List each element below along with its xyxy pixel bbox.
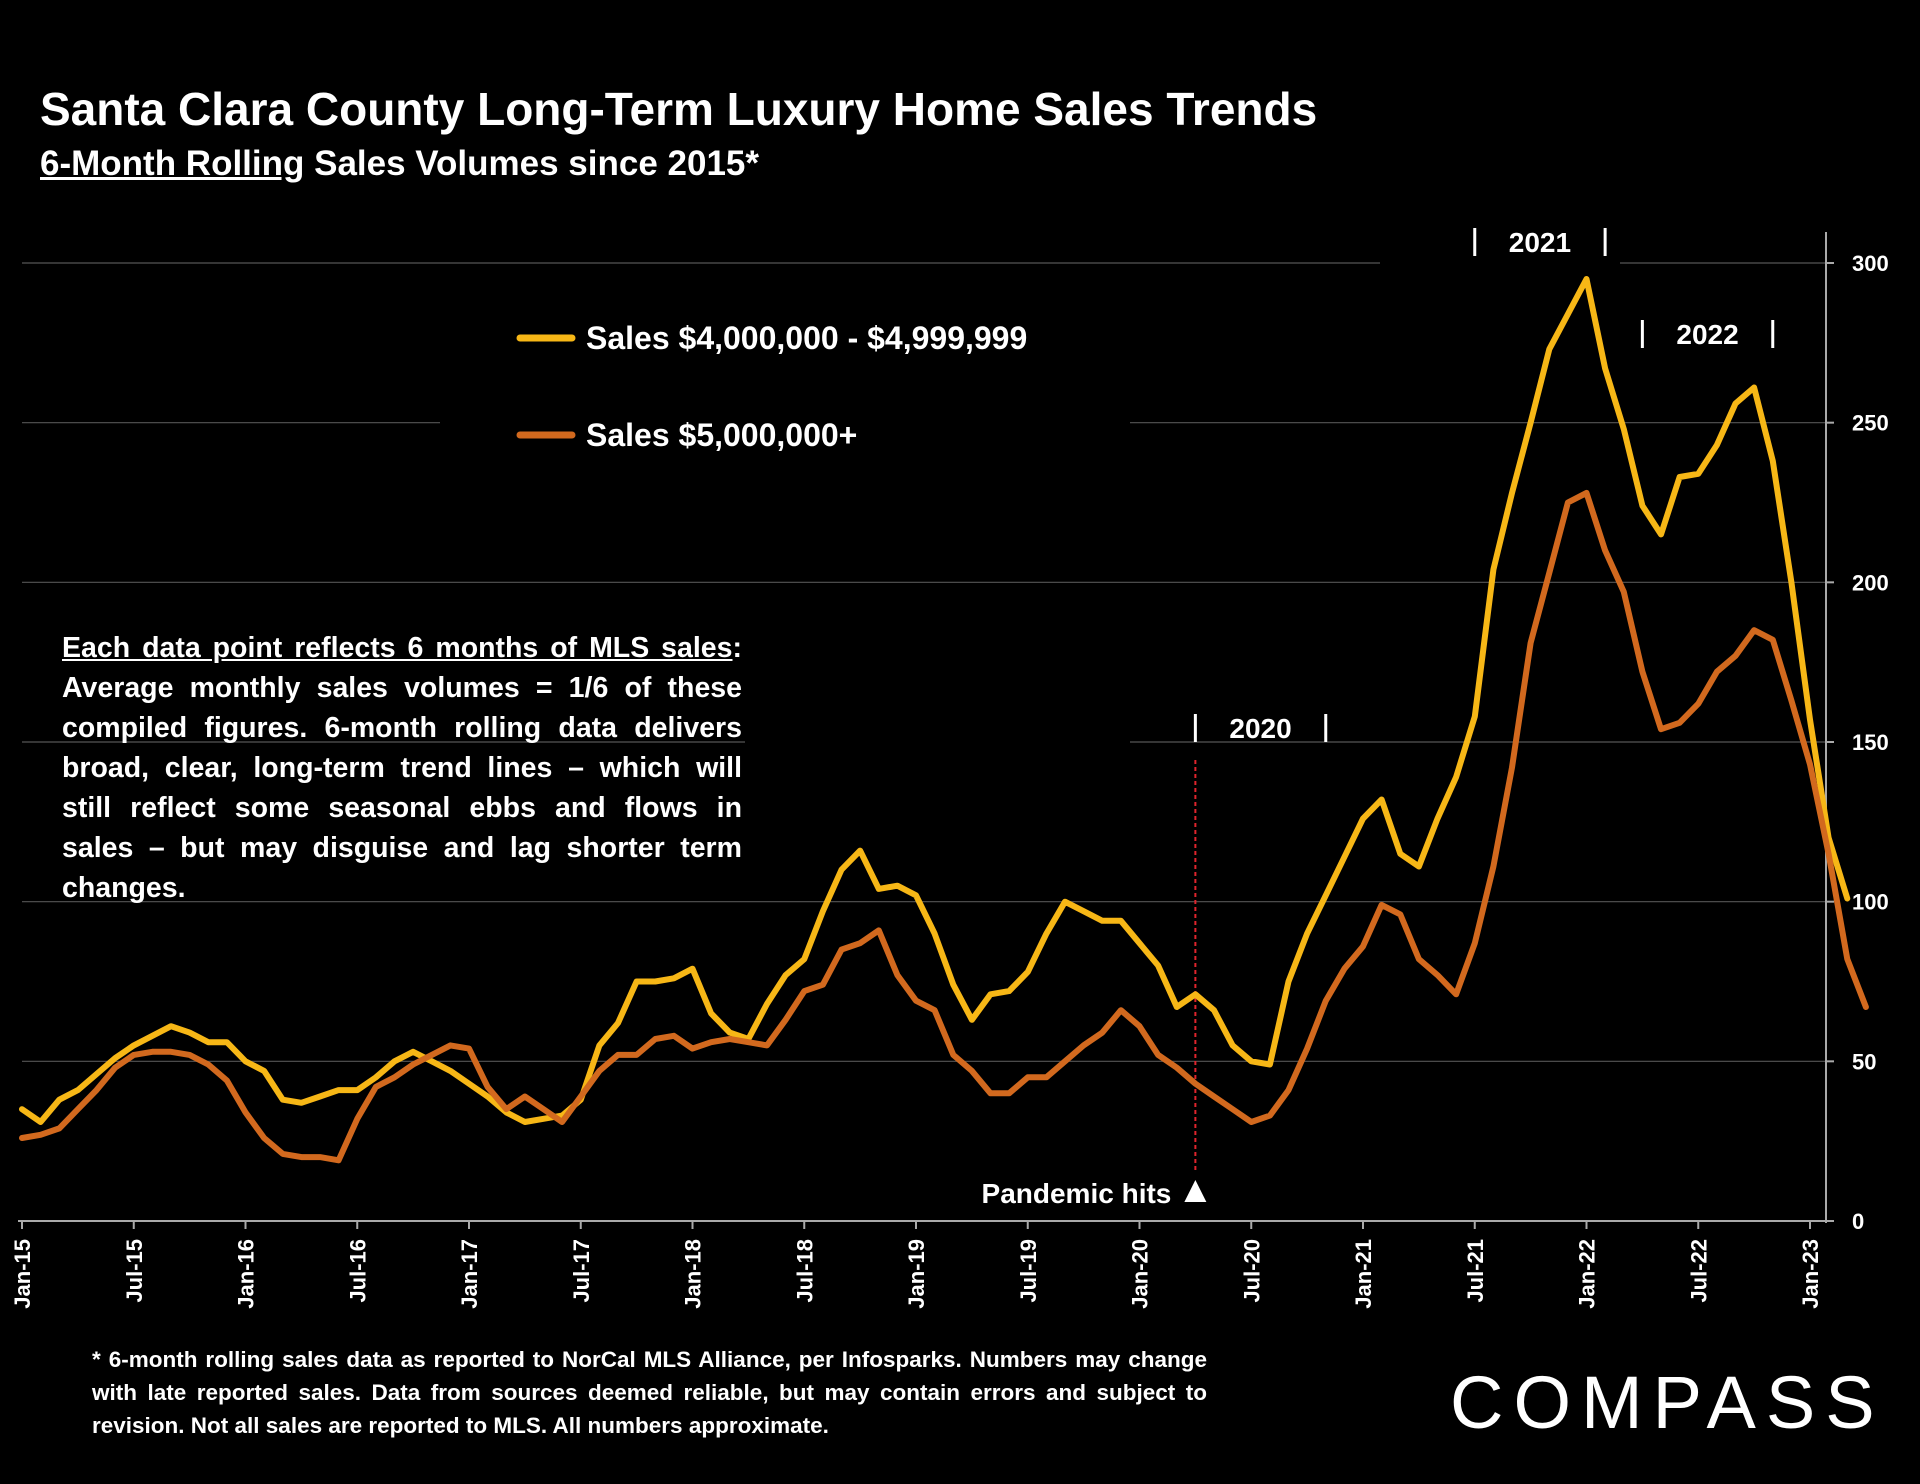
- y-tick-label: 100: [1852, 890, 1889, 915]
- x-tick-label: Jan-22: [1575, 1239, 1600, 1309]
- x-tick-label: Jan-18: [681, 1239, 706, 1309]
- x-tick-label: Jul-16: [345, 1239, 370, 1303]
- x-tick-label: Jul-18: [792, 1239, 817, 1303]
- y-tick-label: 150: [1852, 730, 1889, 755]
- pandemic-triangle-icon: [1184, 1180, 1207, 1202]
- subtitle-underlined: 6-Month Rolling: [40, 144, 305, 183]
- x-tick-label: Jul-19: [1016, 1239, 1041, 1303]
- x-tick-label: Jan-23: [1798, 1239, 1823, 1309]
- chart-subtitle: 6-Month Rolling Sales Volumes since 2015…: [40, 144, 759, 184]
- legend-label-1: Sales $4,000,000 - $4,999,999: [586, 320, 1027, 356]
- y-tick-label: 0: [1852, 1209, 1864, 1234]
- x-tick-label: Jan-20: [1128, 1239, 1153, 1309]
- period-label-2020: 2020: [1229, 713, 1291, 744]
- y-tick-label: 50: [1852, 1049, 1876, 1074]
- x-tick-label: Jul-20: [1239, 1239, 1264, 1303]
- footnote: * 6-month rolling sales data as reported…: [92, 1347, 1207, 1438]
- compass-logo: COMPASS: [1450, 1361, 1885, 1444]
- x-tick-label: Jan-19: [904, 1239, 929, 1309]
- period-label-2021: 2021: [1509, 227, 1571, 258]
- x-tick-label: Jan-17: [457, 1239, 482, 1309]
- subtitle-rest: Sales Volumes since 2015*: [304, 144, 760, 183]
- note-rest: : Average monthly sales volumes = 1/6 of…: [62, 632, 742, 904]
- y-tick-label: 250: [1852, 411, 1889, 436]
- y-tick-label: 200: [1852, 570, 1889, 595]
- legend-label-2: Sales $5,000,000+: [586, 417, 857, 453]
- pandemic-label: Pandemic hits: [982, 1178, 1172, 1209]
- x-tick-label: Jan-21: [1351, 1239, 1376, 1309]
- y-tick-label: 300: [1852, 251, 1889, 276]
- x-tick-label: Jan-15: [10, 1239, 35, 1309]
- series-line-2: [19, 489, 1869, 1164]
- x-tick-label: Jan-16: [234, 1239, 259, 1309]
- explanatory-note: Each data point reflects 6 months of MLS…: [62, 628, 742, 908]
- x-tick-label: Jul-17: [569, 1239, 594, 1303]
- series-line-1: [19, 276, 1851, 1125]
- x-tick-label: Jul-21: [1463, 1239, 1488, 1303]
- chart-title: Santa Clara County Long-Term Luxury Home…: [40, 83, 1318, 135]
- period-label-2022: 2022: [1676, 319, 1738, 350]
- note-underlined: Each data point reflects 6 months of MLS…: [62, 632, 733, 664]
- x-tick-label: Jul-22: [1686, 1239, 1711, 1303]
- x-tick-label: Jul-15: [122, 1239, 147, 1303]
